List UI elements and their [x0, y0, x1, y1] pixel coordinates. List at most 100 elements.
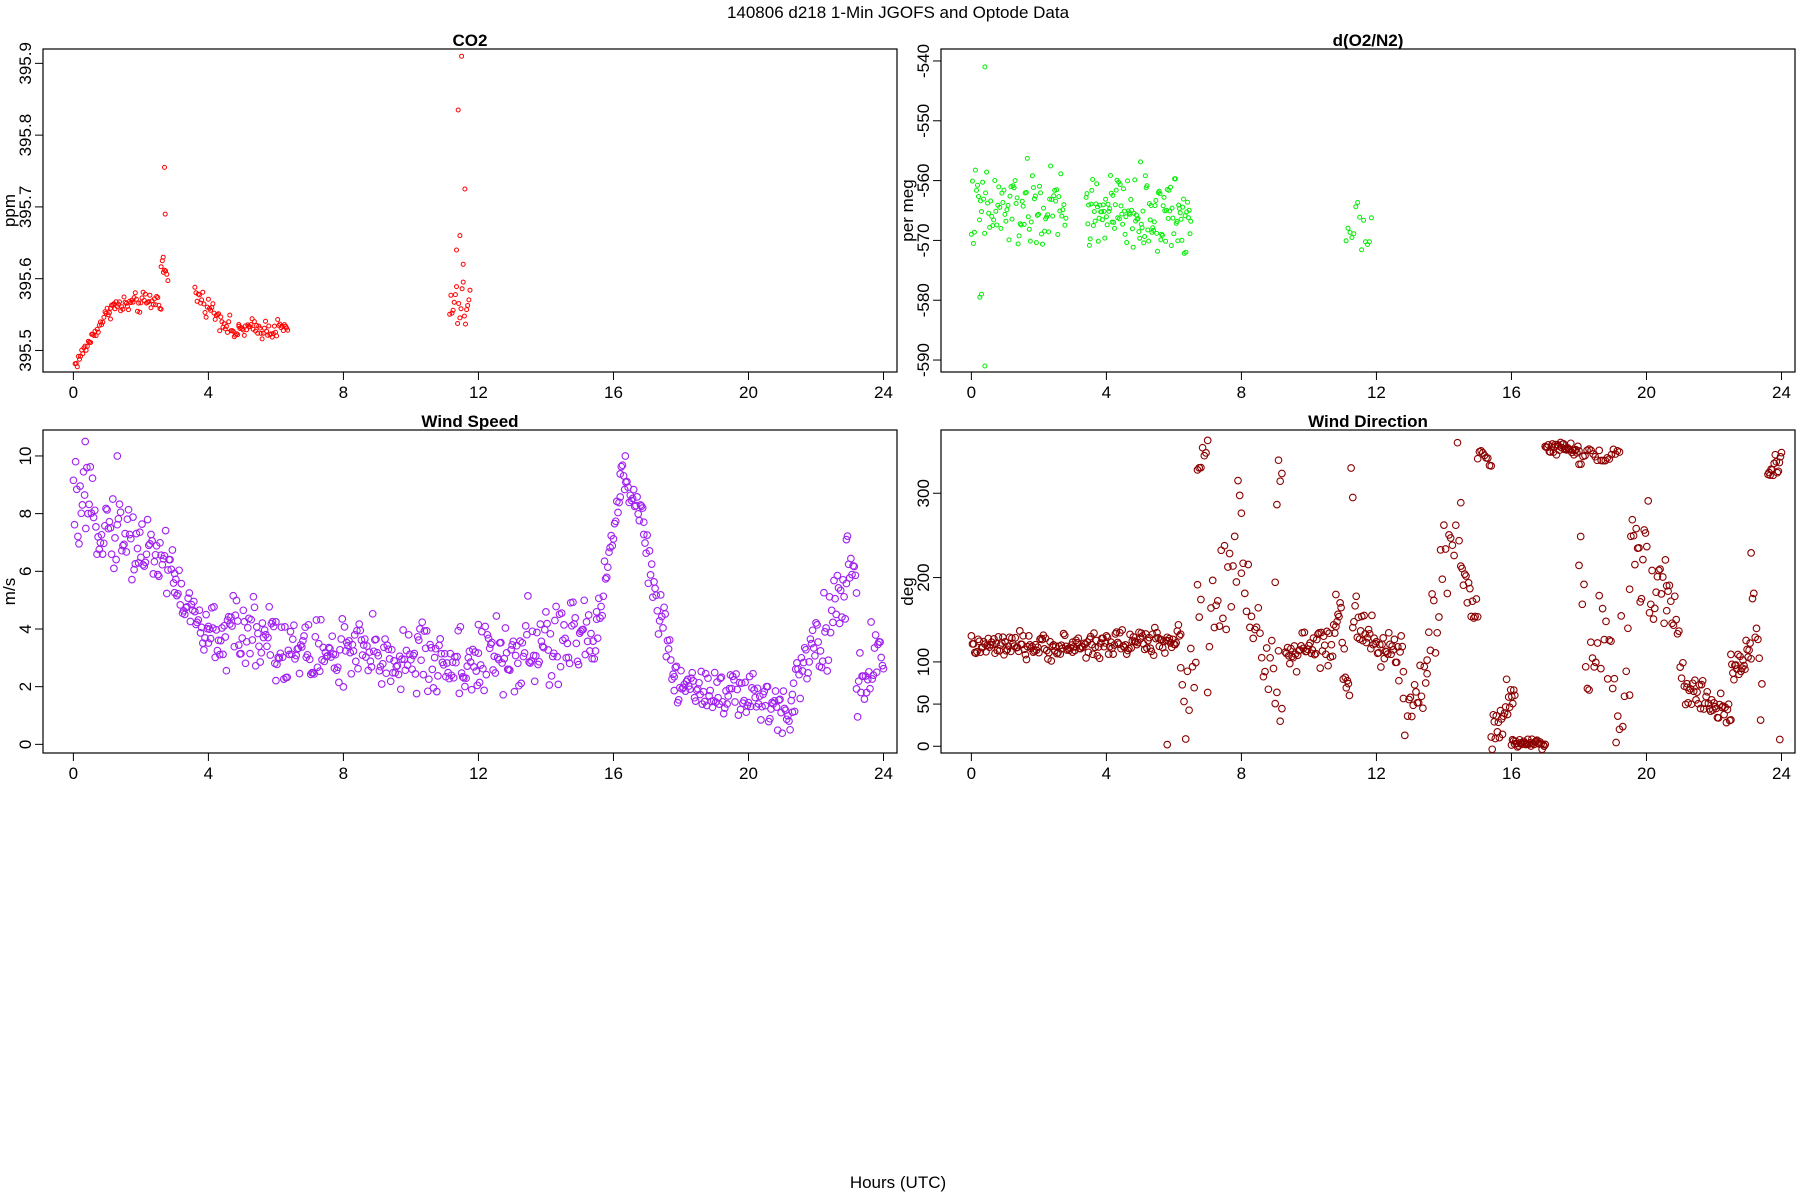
data-point — [666, 656, 675, 664]
data-point — [853, 713, 862, 721]
data-point — [1047, 196, 1053, 202]
data-point — [1026, 226, 1032, 232]
x-tick-label: 12 — [469, 383, 488, 402]
data-point — [166, 555, 174, 564]
data-point — [195, 606, 204, 615]
data-point — [1462, 572, 1470, 580]
data-point — [1240, 589, 1249, 598]
data-point — [803, 674, 811, 683]
data-point — [1185, 215, 1191, 221]
data-point — [1127, 644, 1136, 652]
data-point — [1429, 596, 1438, 605]
data-point — [122, 299, 128, 305]
data-point — [1577, 460, 1585, 468]
data-point — [474, 620, 483, 629]
data-point — [269, 622, 278, 631]
data-point — [982, 64, 988, 70]
data-point — [1278, 704, 1286, 713]
data-point — [208, 307, 214, 313]
data-point — [984, 169, 990, 175]
data-point — [826, 628, 835, 637]
data-point — [579, 625, 587, 634]
data-point — [786, 725, 794, 734]
data-point — [1103, 214, 1109, 220]
data-point — [228, 622, 236, 630]
data-points — [968, 64, 1374, 369]
data-point — [1129, 207, 1135, 213]
data-point — [1160, 203, 1166, 209]
data-point — [1261, 667, 1269, 676]
data-point — [1276, 717, 1285, 726]
data-point — [1666, 597, 1675, 606]
data-point — [1608, 684, 1617, 693]
data-point — [273, 660, 281, 669]
data-point — [260, 626, 269, 634]
data-point — [305, 655, 314, 664]
data-point — [268, 617, 277, 626]
data-point — [976, 648, 985, 657]
data-point — [1007, 193, 1013, 199]
data-point — [251, 661, 260, 670]
data-point — [1428, 590, 1436, 598]
data-point — [218, 314, 224, 320]
data-point — [1100, 642, 1108, 651]
data-point — [454, 247, 459, 253]
data-point — [1163, 238, 1169, 244]
data-point — [448, 292, 454, 298]
data-point — [599, 592, 608, 601]
data-point — [1637, 594, 1646, 603]
data-point — [1351, 231, 1357, 237]
plot-frame — [42, 48, 898, 373]
data-point — [351, 657, 360, 666]
data-point — [1013, 201, 1019, 206]
data-point — [979, 291, 984, 297]
data-point — [97, 530, 106, 539]
data-point — [1028, 219, 1034, 225]
data-point — [1399, 667, 1408, 676]
data-point — [824, 656, 833, 665]
data-point — [1170, 215, 1176, 221]
data-point — [1122, 231, 1128, 237]
data-point — [451, 299, 457, 305]
data-point — [278, 653, 287, 662]
data-point — [1016, 233, 1022, 239]
data-point — [1055, 232, 1061, 237]
data-points — [69, 437, 888, 738]
data-point — [1252, 623, 1261, 632]
data-point — [191, 607, 199, 616]
x-tick-label: 16 — [604, 383, 623, 402]
data-point — [1597, 664, 1605, 673]
data-point — [1027, 238, 1033, 244]
data-point — [1146, 238, 1152, 244]
data-point — [425, 675, 433, 684]
data-point — [1631, 560, 1639, 569]
data-point — [867, 618, 875, 626]
data-point — [80, 351, 86, 357]
data-point — [1203, 436, 1212, 445]
data-point — [1031, 196, 1037, 202]
data-point — [1063, 215, 1069, 221]
data-point — [753, 684, 762, 693]
data-point — [1026, 641, 1034, 649]
data-point — [69, 476, 78, 485]
data-point — [1691, 676, 1699, 685]
data-point — [1714, 714, 1723, 722]
data-point — [456, 622, 465, 631]
data-point — [509, 637, 518, 646]
data-point — [698, 700, 707, 708]
data-point — [117, 299, 122, 305]
data-point — [275, 654, 284, 662]
data-point — [457, 315, 463, 321]
data-point — [1453, 438, 1462, 447]
data-point — [576, 627, 585, 636]
data-point — [665, 636, 674, 644]
data-point — [677, 666, 685, 675]
data-point — [1414, 698, 1423, 707]
data-point — [189, 597, 198, 606]
data-point — [194, 616, 203, 624]
data-point — [403, 661, 412, 670]
data-point — [223, 323, 229, 329]
data-point — [250, 603, 259, 612]
data-point — [243, 623, 252, 632]
data-point — [1144, 183, 1150, 189]
